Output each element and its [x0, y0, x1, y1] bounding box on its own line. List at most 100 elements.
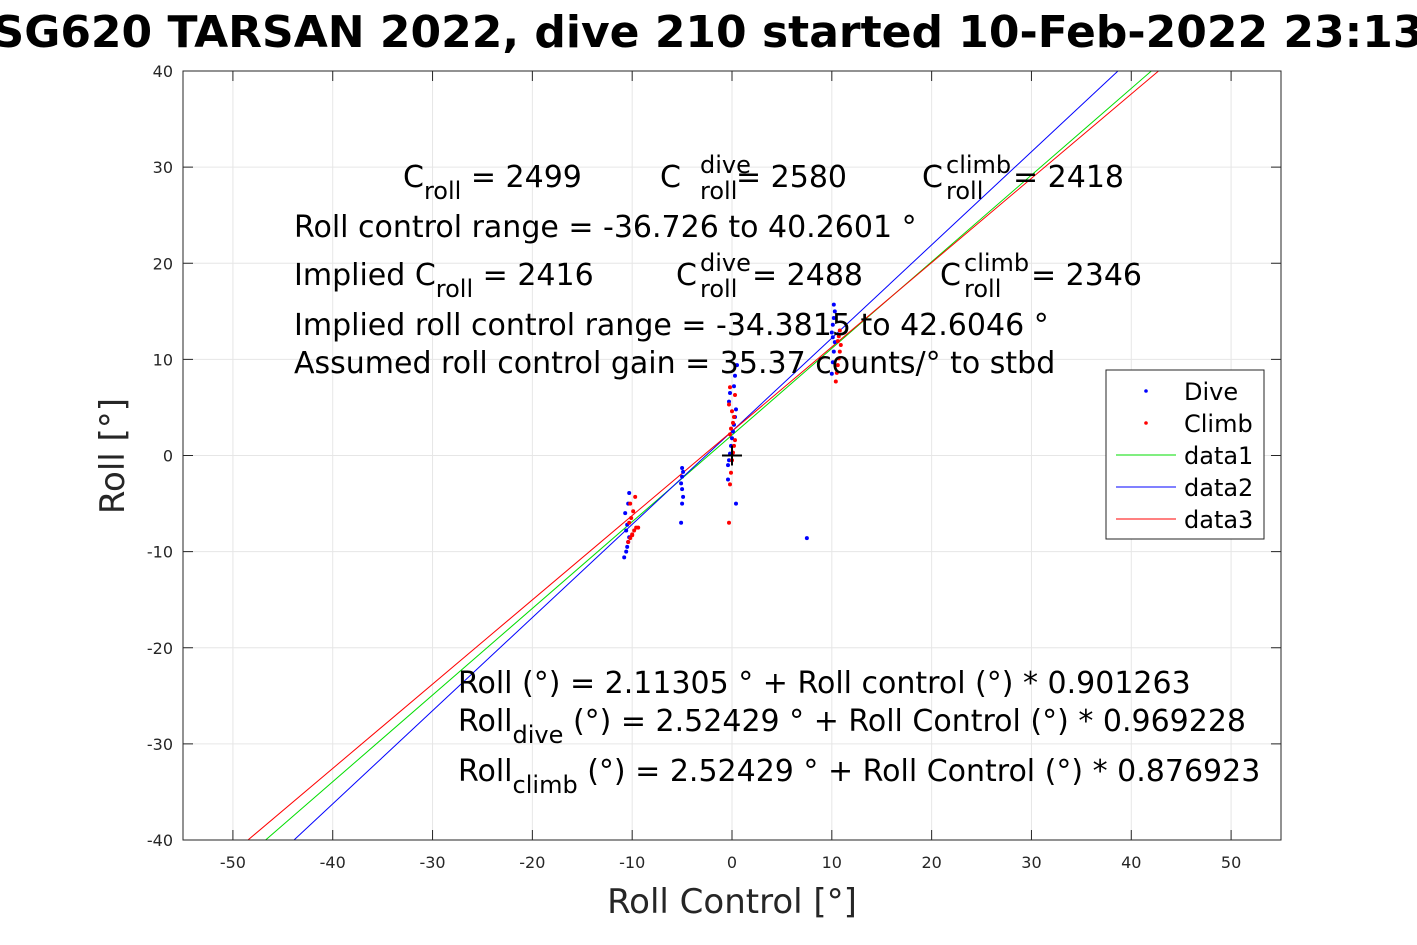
implied-c-dive-sub: roll: [700, 275, 737, 303]
point-dive: [732, 373, 737, 378]
legend-climb: Climb: [1184, 410, 1253, 438]
implied-c-climb-sub: roll: [964, 275, 1001, 303]
c-roll-climb-sup: climb: [946, 151, 1011, 179]
point-dive: [624, 549, 629, 554]
point-dive: [623, 511, 628, 516]
implied-c-climb-value: = 2346: [1031, 258, 1142, 293]
legend-data3: data3: [1184, 506, 1253, 534]
legend-climb-marker: [1144, 421, 1148, 425]
point-climb: [728, 385, 733, 390]
y-tick-label: 40: [153, 62, 173, 81]
point-climb: [632, 528, 637, 533]
coefficients-row-2: Implied Croll = 2416 C dive roll = 2488 …: [294, 249, 1142, 303]
point-dive: [680, 465, 685, 470]
assumed-roll-gain: Assumed roll control gain = 35.37 counts…: [294, 346, 1055, 381]
point-dive: [733, 407, 738, 412]
point-dive: [830, 360, 835, 365]
implied-c-dive-value: = 2488: [752, 258, 863, 293]
x-tick-label: -40: [320, 853, 346, 872]
point-climb: [633, 494, 638, 499]
point-dive: [727, 399, 732, 404]
point-dive: [731, 384, 736, 389]
c-roll-dive-sub: roll: [700, 177, 737, 205]
x-tick-label: 10: [822, 853, 842, 872]
implied-c-dive-label: C: [676, 258, 697, 293]
c-roll-label: Croll = 2499: [403, 160, 582, 205]
point-climb: [628, 501, 633, 506]
point-dive: [625, 544, 630, 549]
y-tick-label: 20: [153, 254, 173, 273]
point-dive: [733, 501, 738, 506]
fit-climb-equation: Rollclimb (°) = 2.52429 ° + Roll Control…: [458, 754, 1260, 799]
point-dive: [681, 494, 686, 499]
point-dive: [831, 302, 836, 307]
c-roll-climb-value: = 2418: [1013, 160, 1124, 195]
point-climb: [728, 432, 733, 437]
point-climb: [837, 328, 842, 333]
point-climb: [626, 540, 631, 545]
data-points: [622, 302, 843, 560]
point-dive: [804, 536, 809, 541]
x-tick-label: -20: [519, 853, 545, 872]
point-dive: [680, 487, 685, 492]
point-dive: [830, 322, 835, 327]
chart-title: SG620 TARSAN 2022, dive 210 started 10-F…: [0, 7, 1417, 58]
x-tick-label: 50: [1221, 853, 1241, 872]
point-climb: [630, 533, 635, 538]
x-axis-label: Roll Control [°]: [607, 882, 857, 922]
point-dive: [829, 371, 834, 376]
point-climb: [732, 438, 737, 443]
implied-c-climb-sup: climb: [964, 249, 1029, 277]
point-climb: [727, 402, 732, 407]
x-tick-label: 20: [921, 853, 941, 872]
point-dive: [727, 458, 732, 463]
c-roll-dive-label: C: [660, 160, 681, 195]
point-dive: [728, 391, 733, 396]
implied-roll-control-range: Implied roll control range = -34.3815 to…: [294, 308, 1049, 343]
x-tick-label: 30: [1021, 853, 1041, 872]
point-climb: [729, 470, 734, 475]
roll-control-range: Roll control range = -36.726 to 40.2601 …: [294, 210, 917, 245]
point-dive: [681, 469, 686, 474]
c-roll-climb-label: C: [922, 160, 943, 195]
legend-dive-marker: [1144, 389, 1148, 393]
legend-data2: data2: [1184, 474, 1253, 502]
point-dive: [679, 520, 684, 525]
y-axis-label: Roll [°]: [93, 398, 133, 514]
point-dive: [734, 363, 739, 368]
y-tick-label: -40: [147, 831, 173, 850]
point-climb: [732, 392, 737, 397]
point-dive: [831, 316, 836, 321]
point-climb: [727, 520, 732, 525]
point-dive: [679, 481, 684, 486]
y-tick-label: -30: [147, 735, 173, 754]
point-dive: [624, 528, 629, 533]
point-dive: [680, 501, 685, 506]
point-dive: [627, 490, 632, 495]
point-climb: [834, 370, 839, 375]
point-climb: [730, 409, 734, 414]
implied-c-roll-label: Implied Croll = 2416: [294, 258, 594, 303]
point-dive: [829, 330, 834, 335]
y-tick-label: 0: [163, 447, 173, 466]
point-dive: [830, 335, 835, 340]
point-climb: [628, 536, 633, 541]
point-dive: [680, 474, 685, 479]
point-climb: [731, 415, 736, 420]
point-climb: [838, 342, 843, 347]
x-tick-label: -30: [419, 853, 445, 872]
point-climb: [833, 379, 838, 384]
point-climb: [627, 520, 632, 525]
point-climb: [836, 356, 841, 361]
origin-cross: [722, 445, 742, 466]
point-climb: [835, 339, 840, 344]
implied-c-climb-label: C: [940, 258, 961, 293]
c-roll-dive-sup: dive: [700, 151, 751, 179]
legend-data1: data1: [1184, 442, 1253, 470]
x-tick-label: 0: [727, 853, 737, 872]
point-climb: [728, 482, 733, 487]
point-dive: [622, 555, 627, 560]
y-tick-label: 10: [153, 350, 173, 369]
c-roll-climb-sub: roll: [946, 177, 983, 205]
